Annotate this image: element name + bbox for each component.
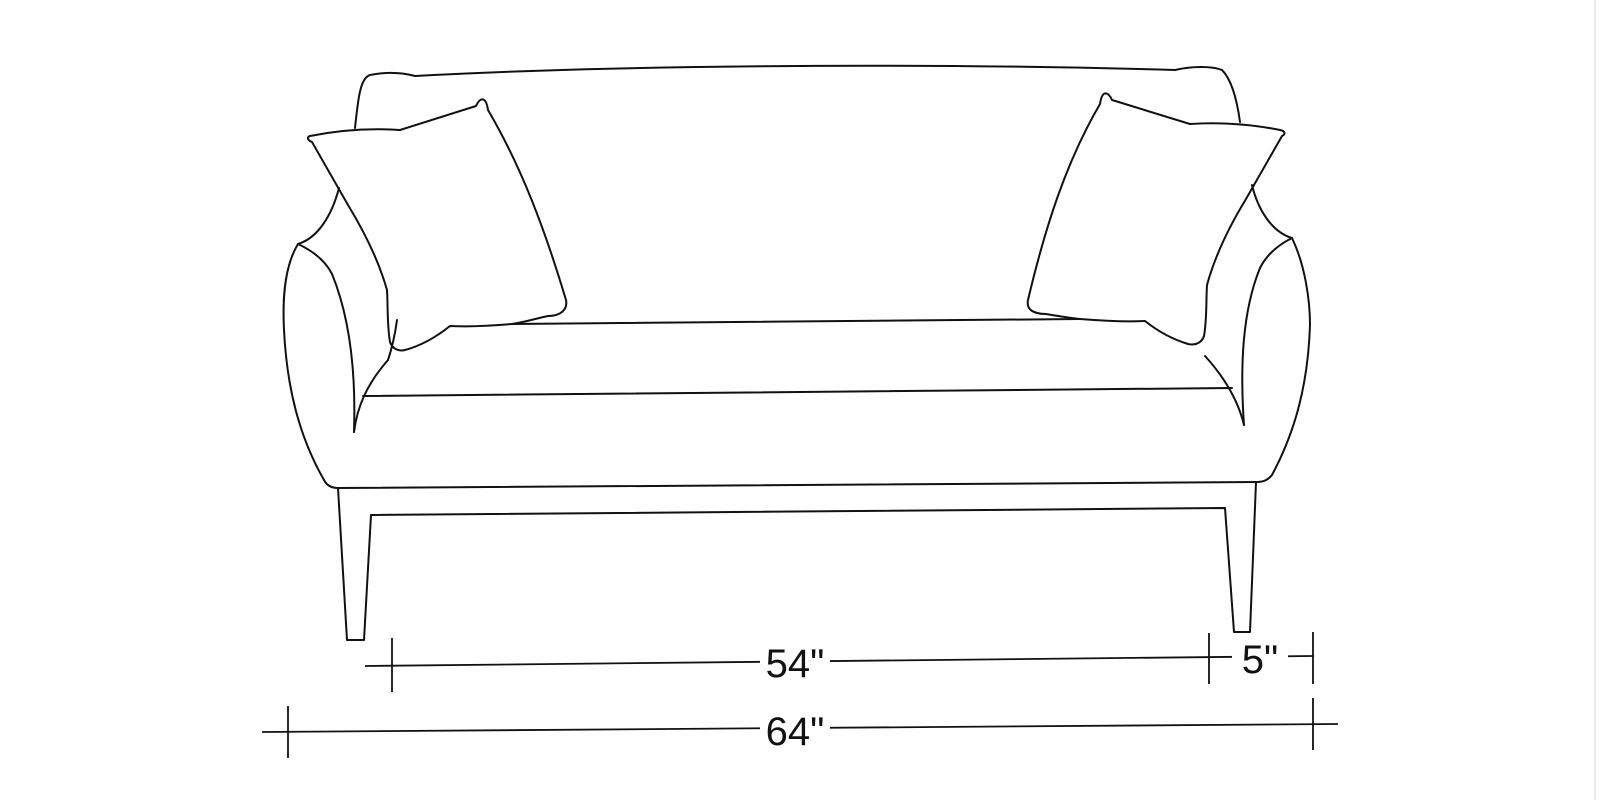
sofa-right-pillow [1026, 92, 1286, 346]
dimension-label-overall-width: 64" [766, 710, 825, 754]
dimension-label-inner-width: 54" [766, 642, 825, 686]
dimension-arm-width: 5" [1232, 634, 1288, 682]
sofa-right-arm [1251, 184, 1311, 483]
dimension-overall-width: 64" [261, 698, 1339, 758]
sofa-outline [282, 64, 1311, 641]
sofa-base-legs [337, 481, 1257, 641]
sofa-backrest [354, 64, 1241, 129]
dimension-label-arm-width: 5" [1242, 638, 1278, 682]
sofa-left-arm [282, 187, 340, 489]
dimension-inner-width: 54" [364, 632, 1314, 692]
sofa-seat [511, 318, 1081, 325]
sofa-left-pillow [306, 98, 568, 352]
